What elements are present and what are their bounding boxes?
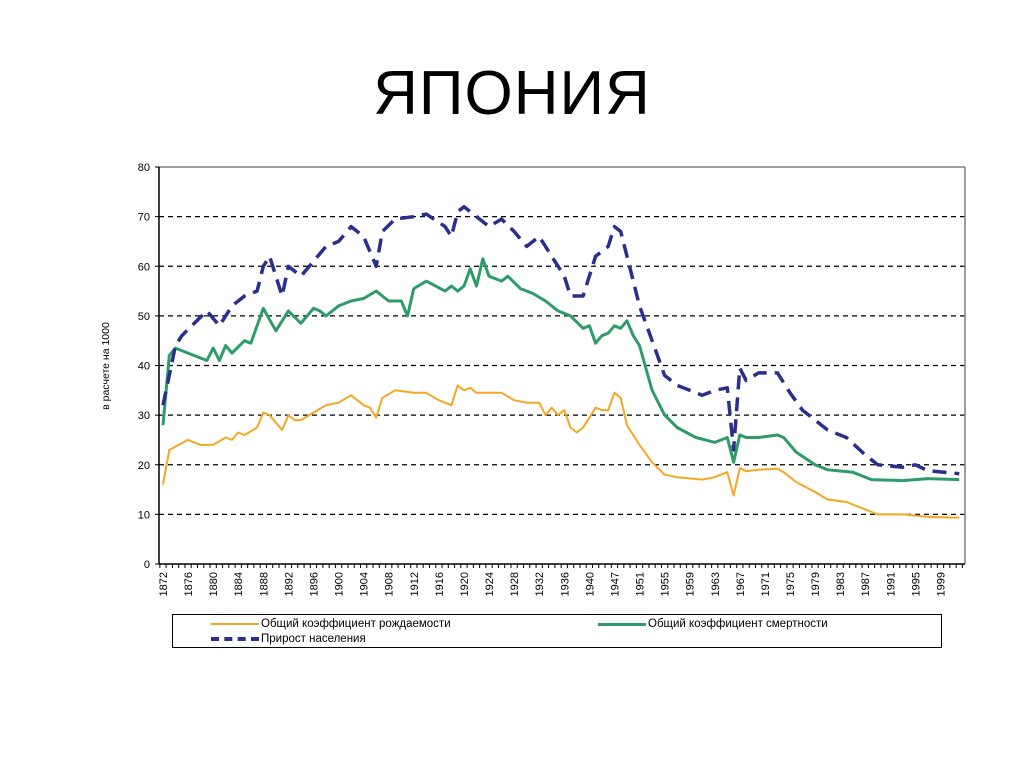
legend-swatch-green bbox=[598, 622, 646, 626]
x-tick-label: 1987 bbox=[860, 572, 872, 596]
x-tick-label: 1920 bbox=[459, 572, 471, 596]
legend-item-death-rate: Общий коэффициент смертности bbox=[598, 618, 828, 630]
y-tick-label: 20 bbox=[138, 460, 150, 472]
gridlines bbox=[159, 216, 965, 515]
x-tick-label: 1904 bbox=[359, 572, 371, 596]
legend-swatch-blue-dashed bbox=[211, 637, 259, 641]
y-tick-label: 40 bbox=[138, 361, 150, 373]
legend-swatch-orange bbox=[211, 623, 259, 625]
x-tick-label: 1896 bbox=[308, 572, 320, 596]
y-tick-label: 70 bbox=[138, 212, 150, 224]
x-tick-label: 1951 bbox=[635, 572, 647, 596]
x-tick-label: 1924 bbox=[484, 572, 496, 596]
x-tick-label: 1979 bbox=[810, 572, 822, 596]
x-tick-label: 1967 bbox=[735, 572, 747, 596]
x-tick-label: 1959 bbox=[685, 572, 697, 596]
x-tick-label: 1947 bbox=[609, 572, 621, 596]
series-line bbox=[162, 384, 960, 519]
x-tick-label: 1991 bbox=[885, 572, 897, 596]
y-tick-label: 30 bbox=[138, 410, 150, 422]
y-tick-label: 50 bbox=[138, 311, 150, 323]
x-tick-label: 1912 bbox=[409, 572, 421, 596]
y-axis: 0 10 20 30 40 50 60 70 80 bbox=[138, 162, 159, 571]
x-tick-label: 1900 bbox=[334, 572, 346, 596]
x-tick-label: 1892 bbox=[283, 572, 295, 596]
x-tick-label: 1916 bbox=[434, 572, 446, 596]
x-tick-label: 1971 bbox=[760, 572, 772, 596]
x-tick-label: 1932 bbox=[534, 572, 546, 596]
series-line bbox=[161, 257, 960, 483]
legend: Общий коэффициент рождаемости Общий коэф… bbox=[172, 614, 942, 648]
x-tick-label: 1888 bbox=[258, 572, 270, 596]
x-tick-label: 1940 bbox=[584, 572, 596, 596]
legend-item-population-growth: Прирост населения bbox=[211, 633, 366, 645]
x-tick-label: 1928 bbox=[509, 572, 521, 596]
legend-label: Прирост населения bbox=[261, 633, 366, 645]
x-tick-label: 1872 bbox=[158, 572, 170, 596]
page-title: ЯПОНИЯ bbox=[373, 59, 651, 128]
x-axis: 1872 1876 1880 1884 1888 1892 1896 1900 1904 1908… bbox=[158, 564, 963, 596]
legend-label: Общий коэффициент рождаемости bbox=[261, 618, 451, 630]
x-tick-label: 1975 bbox=[785, 572, 797, 596]
y-tick-label: 60 bbox=[138, 261, 150, 273]
x-tick-label: 1936 bbox=[559, 572, 571, 596]
x-tick-label: 1963 bbox=[710, 572, 722, 596]
y-tick-label: 0 bbox=[144, 559, 150, 571]
series-lines bbox=[161, 204, 960, 519]
y-tick-label: 10 bbox=[138, 509, 150, 521]
x-tick-label: 1955 bbox=[660, 572, 672, 596]
x-tick-label: 1983 bbox=[835, 572, 847, 596]
x-tick-label: 1908 bbox=[384, 572, 396, 596]
legend-item-birth-rate: Общий коэффициент рождаемости bbox=[211, 618, 451, 630]
legend-label: Общий коэффициент смертности bbox=[648, 618, 828, 630]
y-axis-label: в расчете на 1000 bbox=[100, 322, 112, 410]
x-tick-label: 1884 bbox=[233, 572, 245, 596]
y-tick-label: 80 bbox=[138, 162, 150, 174]
x-tick-label: 1876 bbox=[183, 572, 195, 596]
x-tick-label: 1880 bbox=[208, 572, 220, 596]
x-tick-label: 1995 bbox=[910, 572, 922, 596]
x-tick-label: 1999 bbox=[935, 572, 947, 596]
series-line bbox=[161, 204, 960, 476]
